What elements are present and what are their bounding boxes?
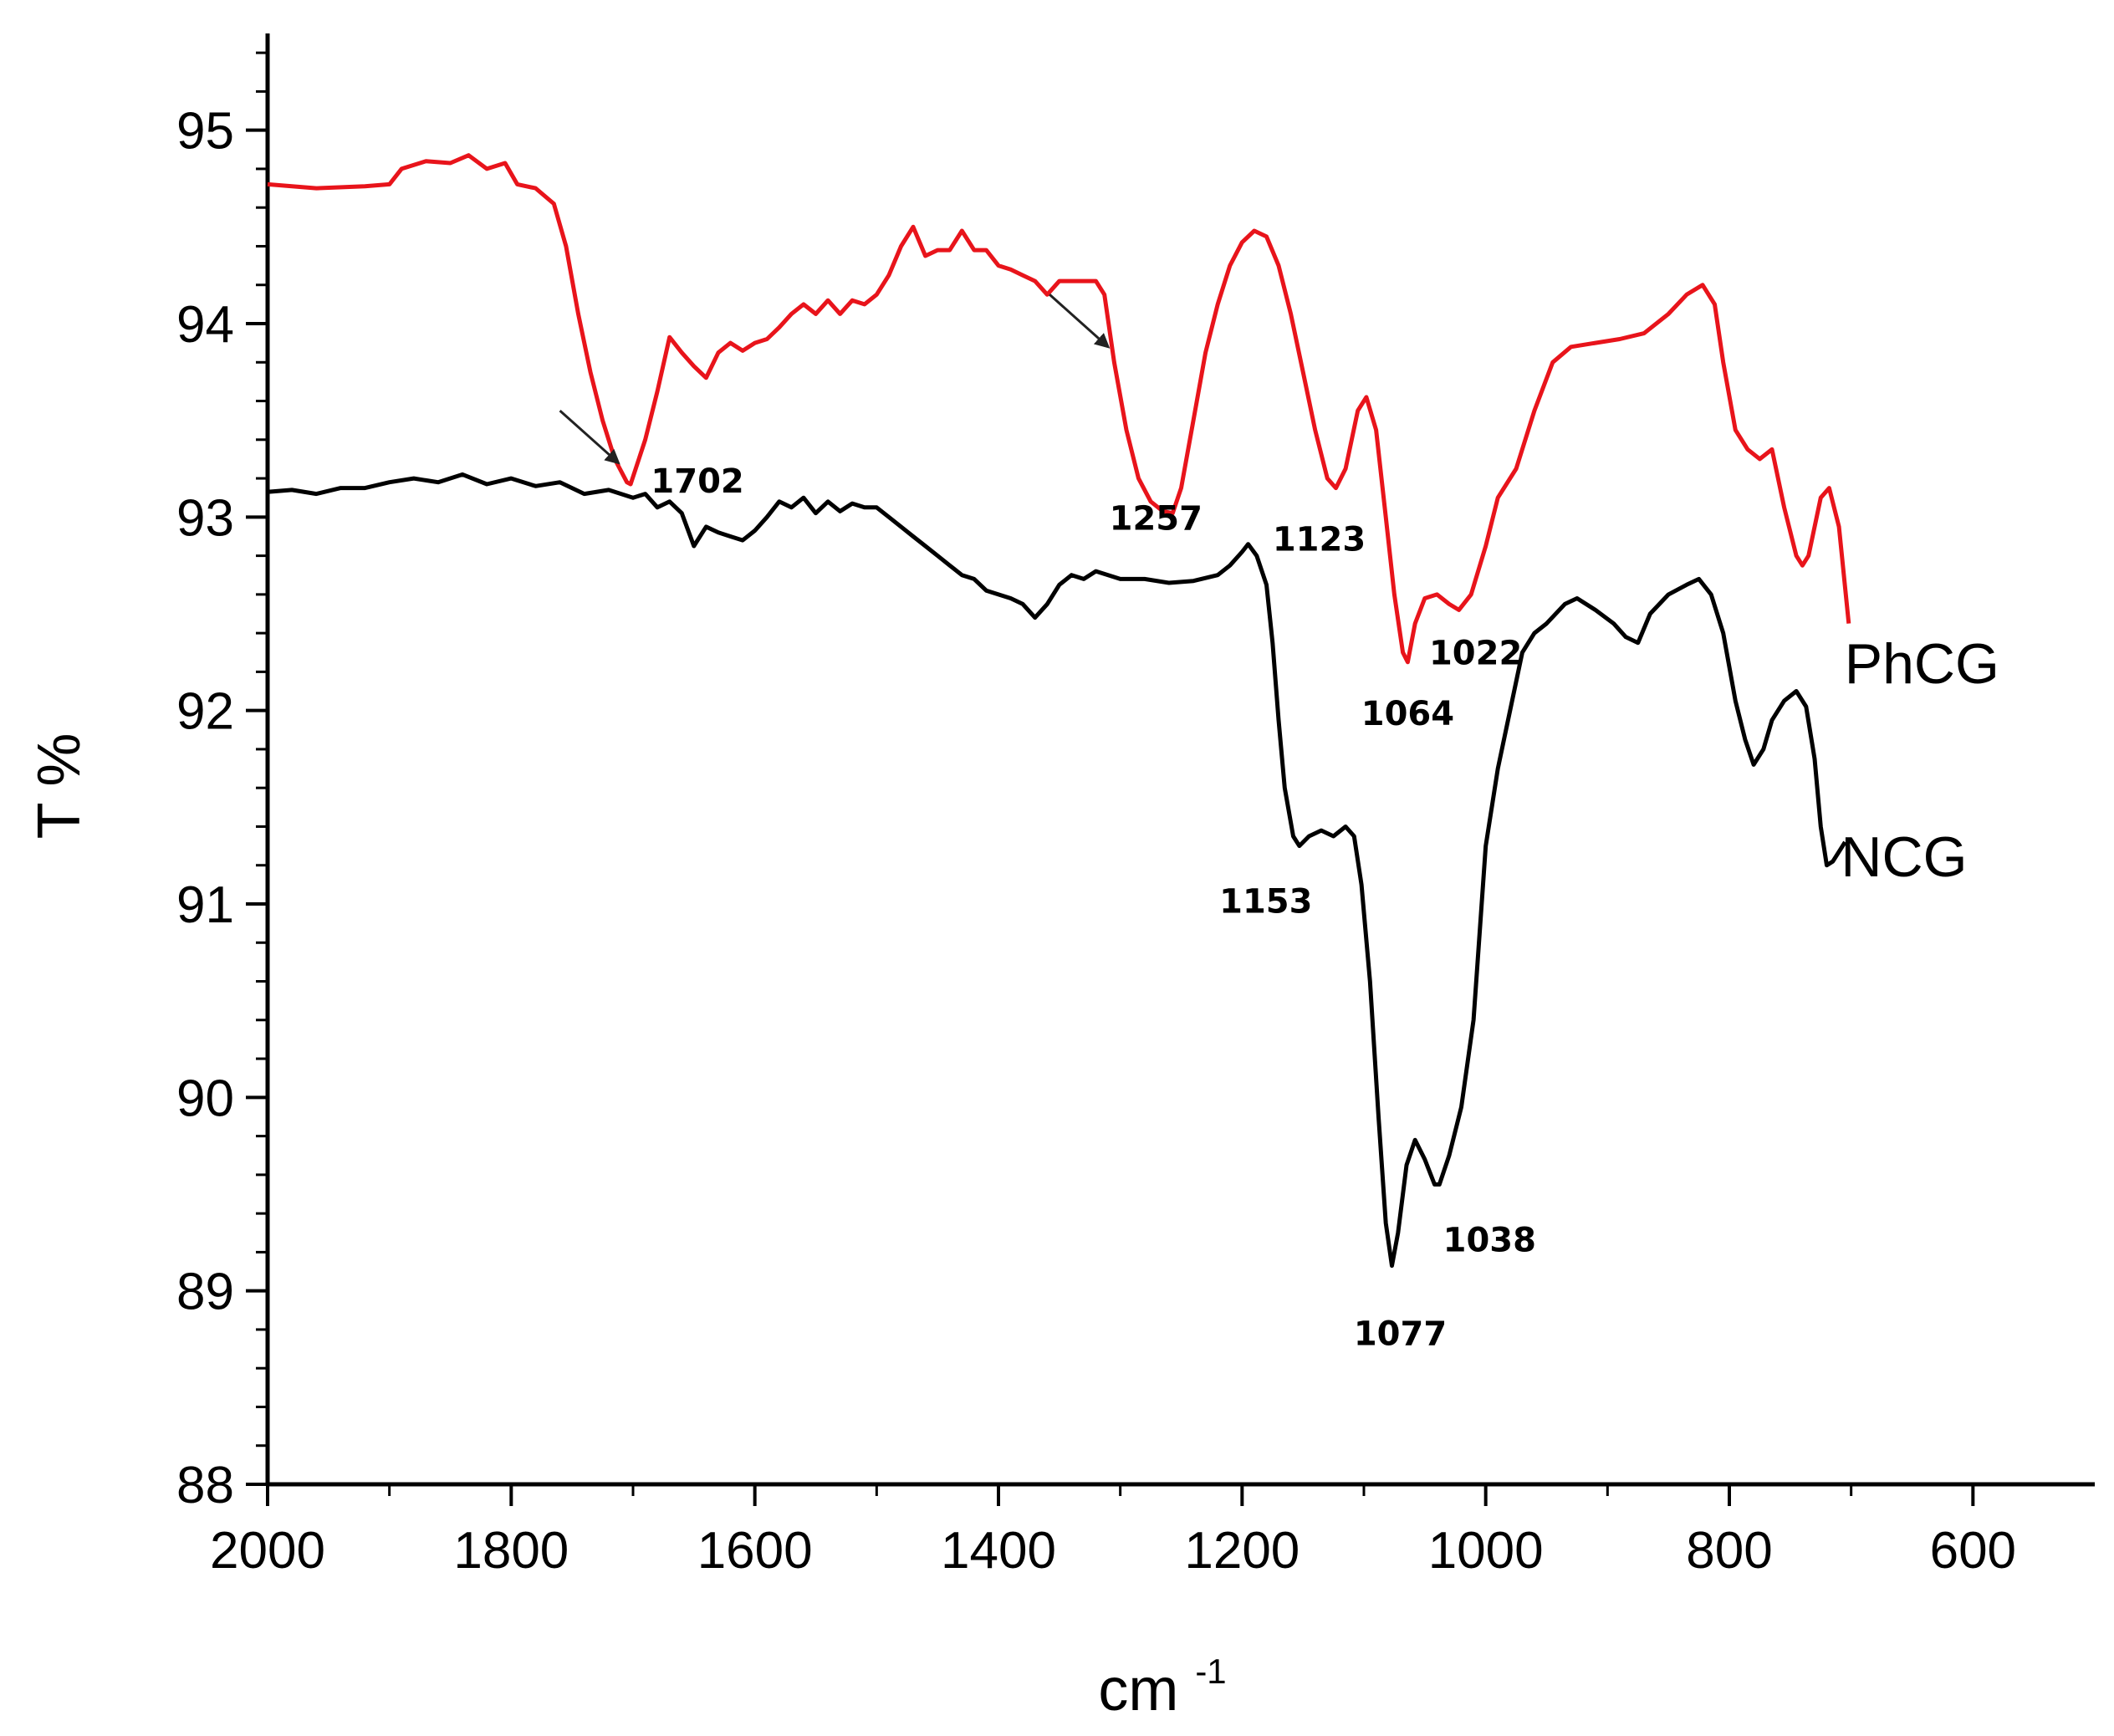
- x-axis-title: cm -1: [1098, 1652, 1226, 1723]
- peak-label-1022: 1022: [1429, 634, 1522, 672]
- y-tick-label: 93: [176, 489, 234, 547]
- x-axis-ticks: 2000 1800 1600 1400 1200 1000 800 600: [210, 1484, 2016, 1580]
- series-label-ncg: NCG: [1841, 825, 1967, 889]
- annotation-arrow: [559, 409, 620, 465]
- x-tick-label: 2000: [210, 1522, 325, 1580]
- peak-label-1702: 1702: [651, 462, 743, 501]
- peak-label-1064: 1064: [1361, 695, 1454, 733]
- x-tick-label: 1600: [697, 1522, 813, 1580]
- series-line-phcg: [267, 153, 1851, 665]
- x-tick-label: 1200: [1184, 1522, 1300, 1580]
- x-tick-label: 1400: [941, 1522, 1056, 1580]
- y-tick-label: 90: [176, 1070, 234, 1127]
- series-label-phcg: PhCG: [1845, 632, 1999, 696]
- series-lines: [267, 153, 1851, 1269]
- peak-label-1038: 1038: [1443, 1221, 1536, 1259]
- x-tick-label: 800: [1686, 1522, 1772, 1580]
- peak-label-1123: 1123: [1273, 521, 1366, 559]
- y-tick-label: 91: [176, 876, 234, 934]
- series-labels: PhCG NCG: [1841, 632, 1999, 889]
- y-axis-ticks: 88 89 90 91 92 93 94 95: [176, 51, 268, 1514]
- y-tick-label: 89: [176, 1264, 234, 1321]
- peak-annotations: 1702 1257 1123 1064 1022 1153 1077 1038: [651, 462, 1536, 1354]
- series-line-ncg: [267, 472, 1847, 1269]
- y-tick-label: 88: [176, 1457, 234, 1514]
- annotation-arrow: [1049, 294, 1111, 349]
- annotation-arrows: [559, 294, 1111, 465]
- x-tick-label: 1000: [1428, 1522, 1544, 1580]
- x-tick-label: 600: [1930, 1522, 2016, 1580]
- peak-label-1153: 1153: [1219, 883, 1312, 922]
- y-tick-label: 95: [176, 103, 234, 161]
- peak-label-1077: 1077: [1354, 1315, 1447, 1354]
- y-tick-label: 92: [176, 683, 234, 741]
- x-tick-label: 1800: [453, 1522, 569, 1580]
- y-tick-label: 94: [176, 296, 234, 354]
- peak-label-1257: 1257: [1110, 500, 1203, 539]
- y-axis-title: T %: [26, 733, 93, 840]
- x-axis-title-exponent: -1: [1195, 1652, 1226, 1691]
- x-axis-title-unit: cm: [1098, 1657, 1178, 1723]
- axes: [265, 33, 2095, 1487]
